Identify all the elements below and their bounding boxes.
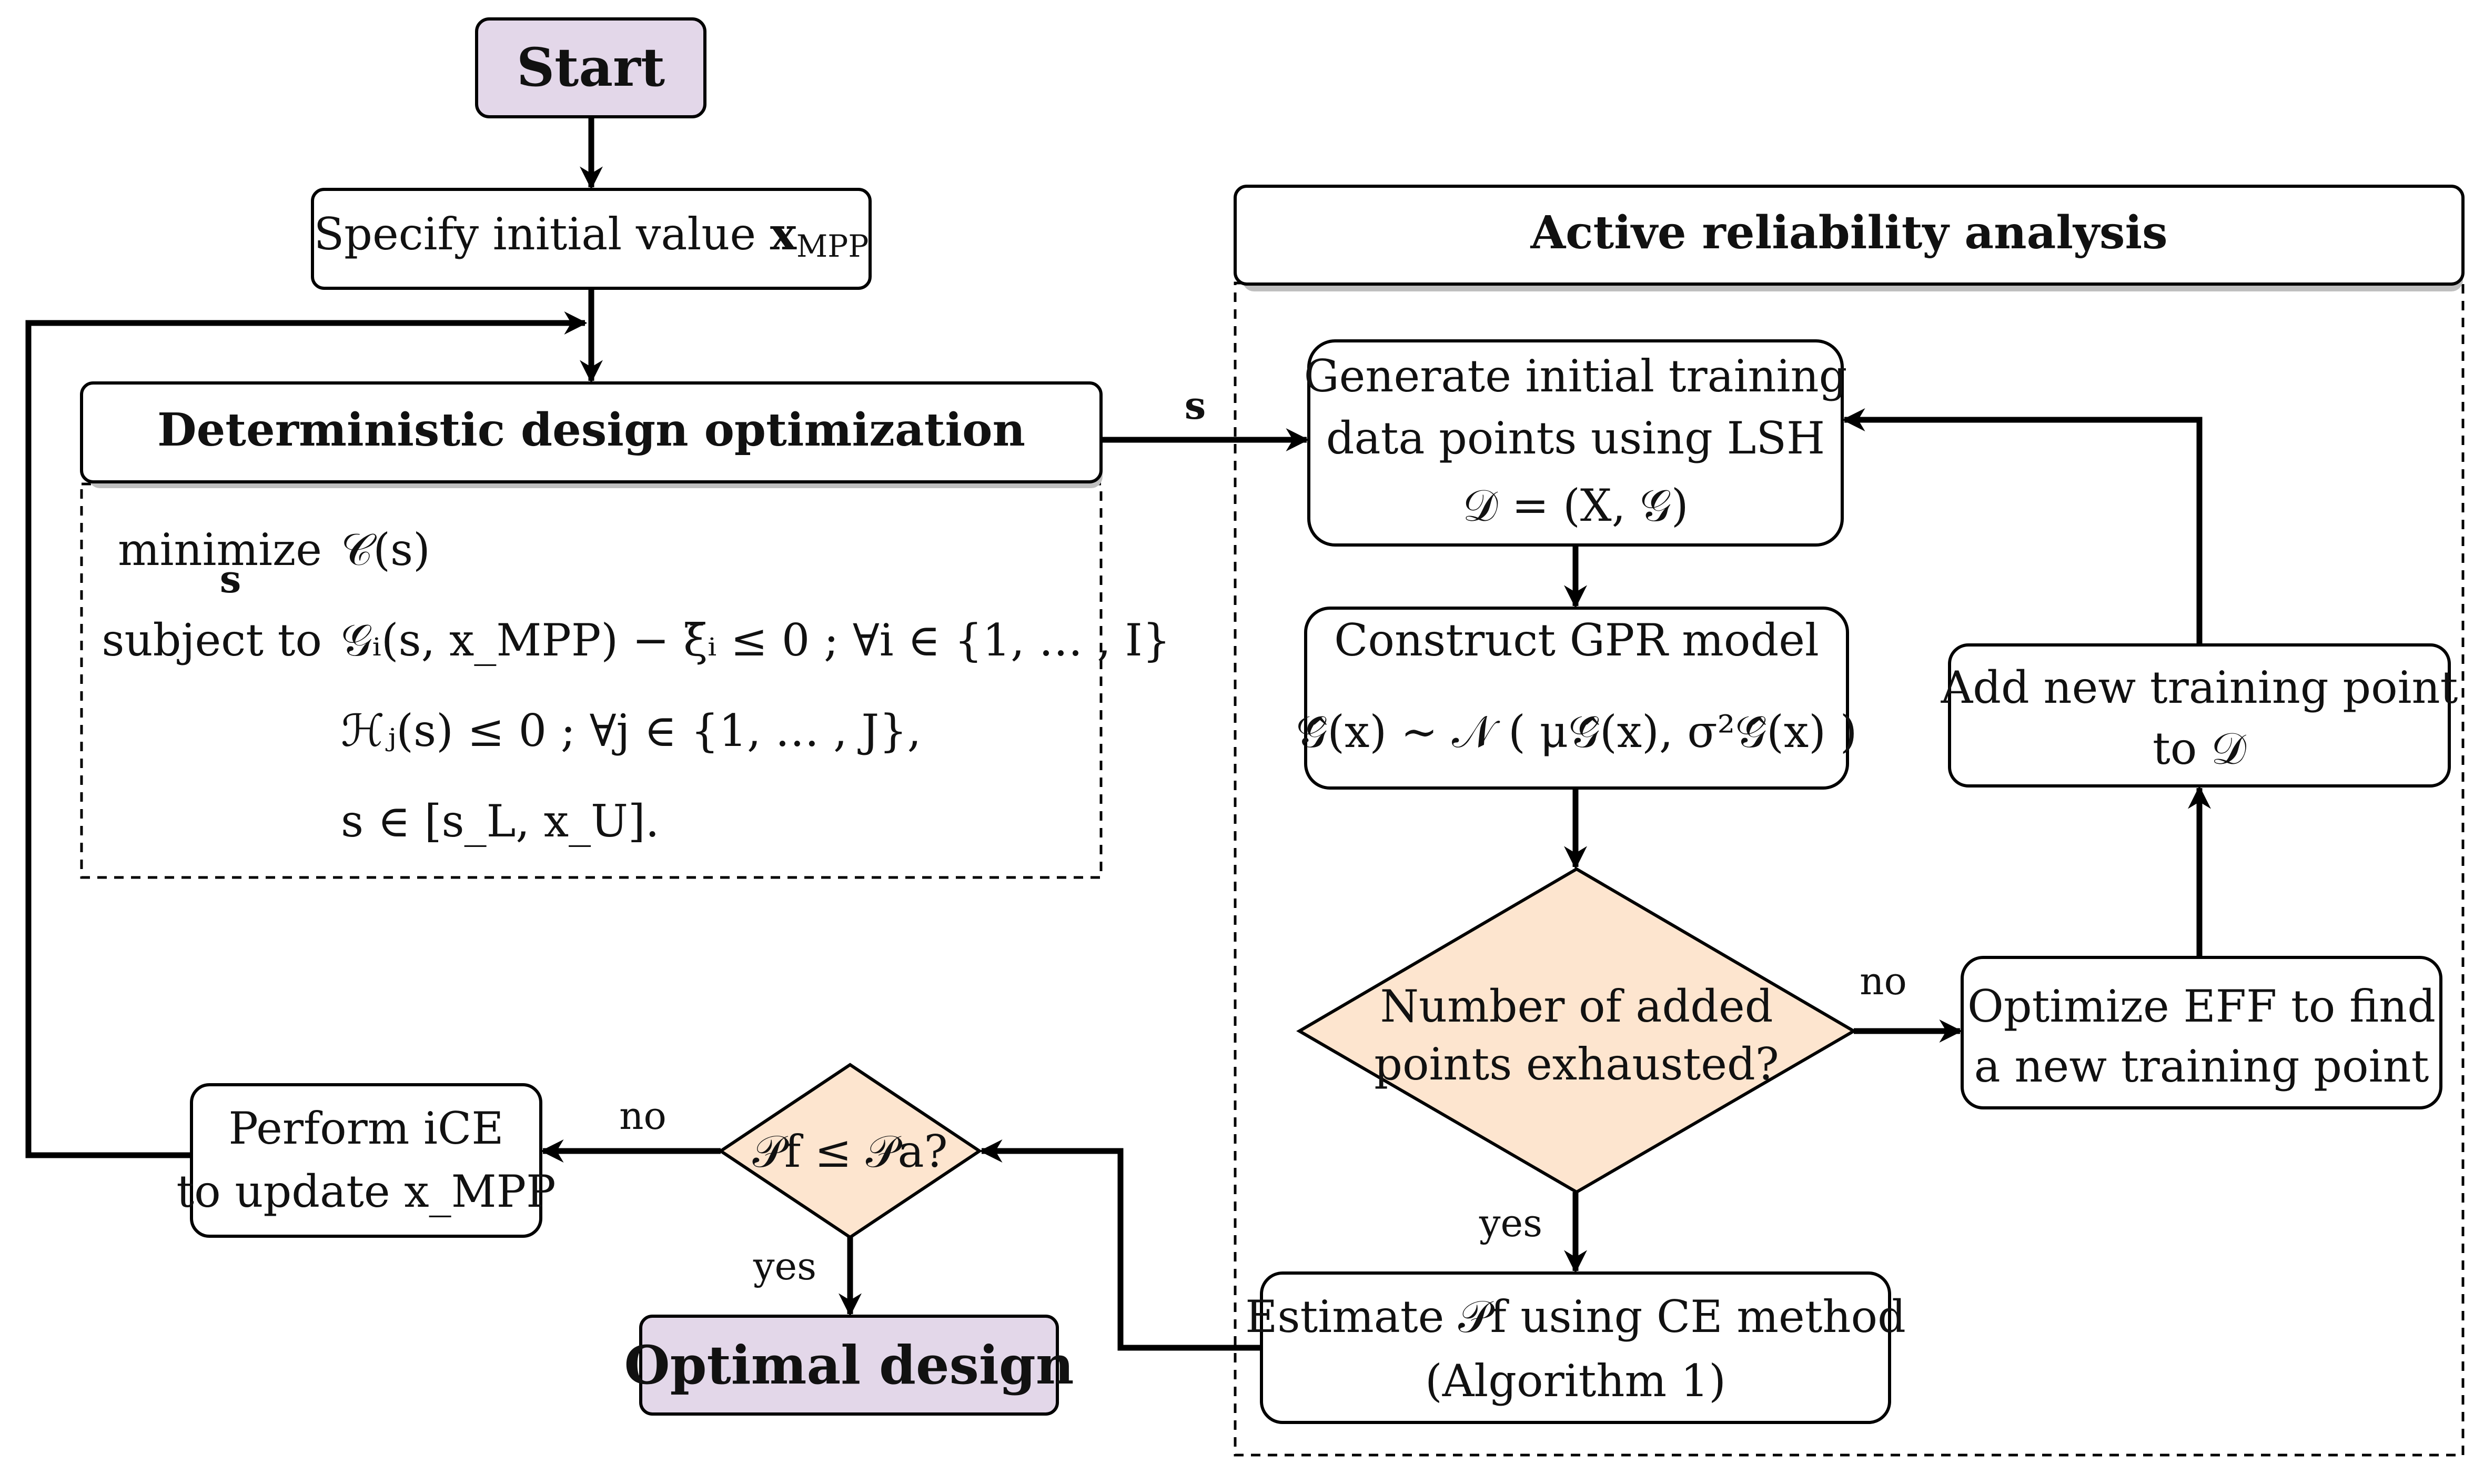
ara-header [1234, 185, 2465, 286]
exhausted-decision: Number of added points exhausted? [1296, 867, 1857, 1194]
arrow-estimate-to-pf [979, 1139, 1261, 1351]
minimize-label: minimize [118, 524, 322, 576]
add-point-node: Add new training point to 𝒟 [1941, 643, 2458, 788]
estimate-pf-line-2: (Algorithm 1) [1425, 1355, 1726, 1407]
start-node: Start [475, 17, 706, 118]
connectors [25, 117, 2211, 1351]
initial-value-label: Specify initial value xMPP [314, 208, 869, 264]
generate-training-line-2: data points using LSH [1326, 412, 1825, 464]
objective-formula: 𝒞(s) [341, 524, 430, 576]
arrow-add-to-generate [1842, 408, 2203, 645]
ara-block: Active reliability analysis [1234, 185, 2465, 1457]
edge-label-pf-yes: yes [753, 1244, 816, 1288]
construct-gpr-line-2: 𝒢̂(x) ∼ 𝒩 ( μ𝒢̂(x), σ²𝒢̂(x) ) [1296, 706, 1857, 758]
constraint-1: 𝒢ᵢ(s, x_MPP) − ξ̄ᵢ ≤ 0 ; ∀i ∈ {1, … , I} [341, 614, 1170, 666]
edge-labels: s no yes no yes [619, 383, 1907, 1288]
pf-decision-label: 𝒫f ≤ 𝒫a? [752, 1126, 947, 1177]
optimize-eff-line-2: a new training point [1974, 1041, 2429, 1092]
initial-value-node: Specify initial value xMPP [311, 188, 872, 290]
estimate-pf-node: Estimate 𝒫f using CE method (Algorithm 1… [1245, 1271, 1906, 1424]
construct-gpr-node: Construct GPR model 𝒢̂(x) ∼ 𝒩 ( μ𝒢̂(x), … [1296, 607, 1857, 790]
optimize-eff-node: Optimize EFF to find a new training poin… [1961, 956, 2442, 1109]
arrow-ice-loop [25, 311, 588, 1158]
ddo-block: Deterministic design optimization minimi… [80, 381, 1170, 879]
pf-decision: 𝒫f ≤ 𝒫a? [718, 1063, 983, 1239]
exhausted-line-1: Number of added [1380, 981, 1773, 1032]
minimize-subscript: s [220, 557, 241, 601]
start-label: Start [517, 36, 665, 98]
constraint-2: ℋⱼ(s) ≤ 0 ; ∀j ∈ {1, … , J}, [341, 705, 921, 756]
edge-label-s: s [1185, 383, 1206, 428]
generate-training-line-1: Generate initial training [1304, 350, 1847, 402]
perform-ice-line-2: to update x_MPP [176, 1166, 556, 1217]
edge-label-exhausted-yes: yes [1479, 1201, 1542, 1245]
generate-training-line-3: 𝒟 = (X, 𝒢) [1462, 480, 1688, 531]
ddo-title: Deterministic design optimization [157, 403, 1025, 457]
edge-label-exhausted-no: no [1860, 959, 1907, 1003]
ara-title: Active reliability analysis [1530, 206, 2167, 259]
construct-gpr-line-1: Construct GPR model [1334, 614, 1819, 666]
edge-label-pf-no: no [619, 1094, 667, 1138]
add-point-line-1: Add new training point [1941, 662, 2458, 713]
exhausted-line-2: points exhausted? [1374, 1038, 1779, 1090]
generate-training-node: Generate initial training data points us… [1304, 339, 1847, 547]
perform-ice-line-1: Perform iCE [228, 1103, 503, 1154]
optimize-eff-line-1: Optimize EFF to find [1967, 981, 2436, 1032]
optimal-design-label: Optimal design [624, 1334, 1074, 1396]
perform-ice-node: Perform iCE to update x_MPP [176, 1083, 556, 1238]
constraint-3: s ∈ [s_L, x_U]. [341, 795, 659, 847]
add-point-line-2: to 𝒟 [2153, 723, 2247, 774]
optimal-design-node: Optimal design [624, 1315, 1074, 1416]
estimate-pf-line-1: Estimate 𝒫f using CE method [1245, 1291, 1906, 1342]
subject-to-label: subject to [102, 614, 322, 666]
